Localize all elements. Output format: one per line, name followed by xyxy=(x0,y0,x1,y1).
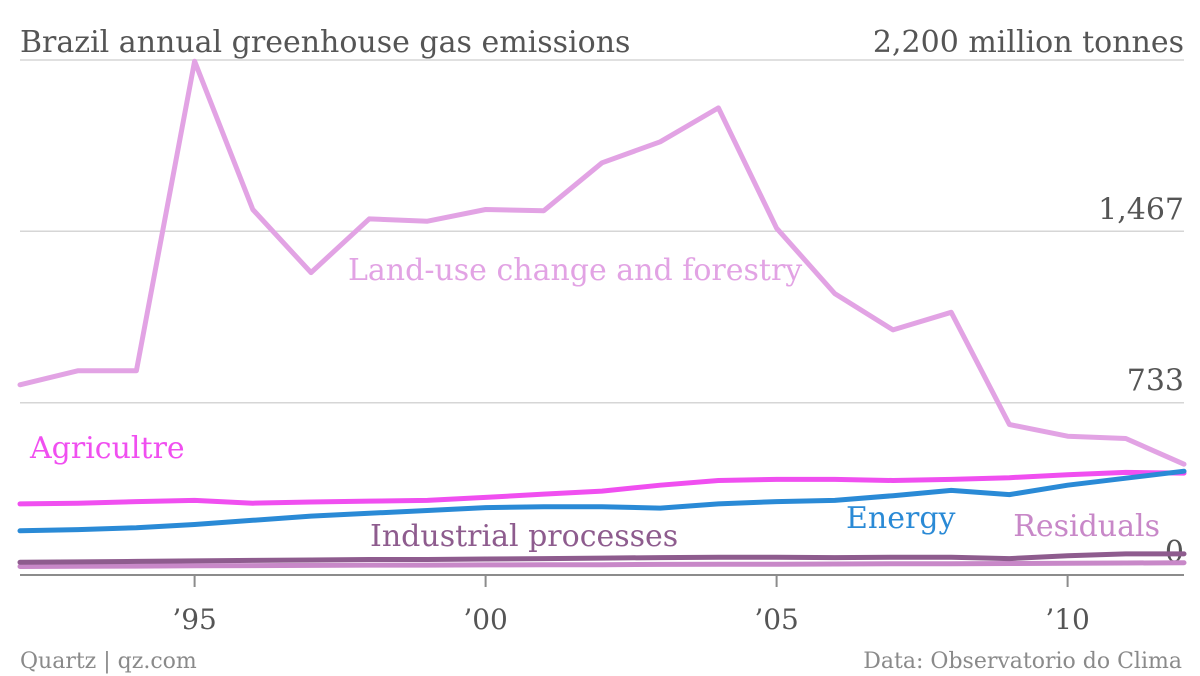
y-tick-label: 1,467 xyxy=(1098,192,1184,227)
x-tick-label: ’00 xyxy=(463,603,508,636)
series-labels: Land-use change and forestry Agricultre En… xyxy=(29,253,1160,554)
y-tick-label: 733 xyxy=(1127,364,1184,399)
source-credit: Quartz | qz.com xyxy=(20,649,197,674)
chart-title: Brazil annual greenhouse gas emissions xyxy=(20,25,630,60)
series-label-agricultre: Agricultre xyxy=(29,431,185,466)
x-tick-label: ’95 xyxy=(172,603,217,636)
y-unit-label: 2,200 million tonnes xyxy=(873,25,1184,60)
series-line-land-use-change-and-forestry xyxy=(17,58,1187,467)
data-source: Data: Observatorio do Clima xyxy=(863,649,1182,674)
series-line-energy xyxy=(17,468,1187,534)
series-line-agricultre xyxy=(17,469,1187,507)
series-line-industrial-processes xyxy=(17,551,1187,565)
x-axis: ’95 ’00 ’05 ’10 xyxy=(20,574,1184,636)
series-label-residuals: Residuals xyxy=(1013,509,1160,544)
series-label-land-use-change-and-forestry: Land-use change and forestry xyxy=(348,253,802,288)
x-tick-label: ’05 xyxy=(754,603,799,636)
series-line-residuals xyxy=(17,560,1187,569)
x-tick-label: ’10 xyxy=(1045,603,1090,636)
series-label-energy: Energy xyxy=(846,501,956,536)
series-label-industrial-processes: Industrial processes xyxy=(370,519,678,554)
series-lines xyxy=(17,58,1187,569)
